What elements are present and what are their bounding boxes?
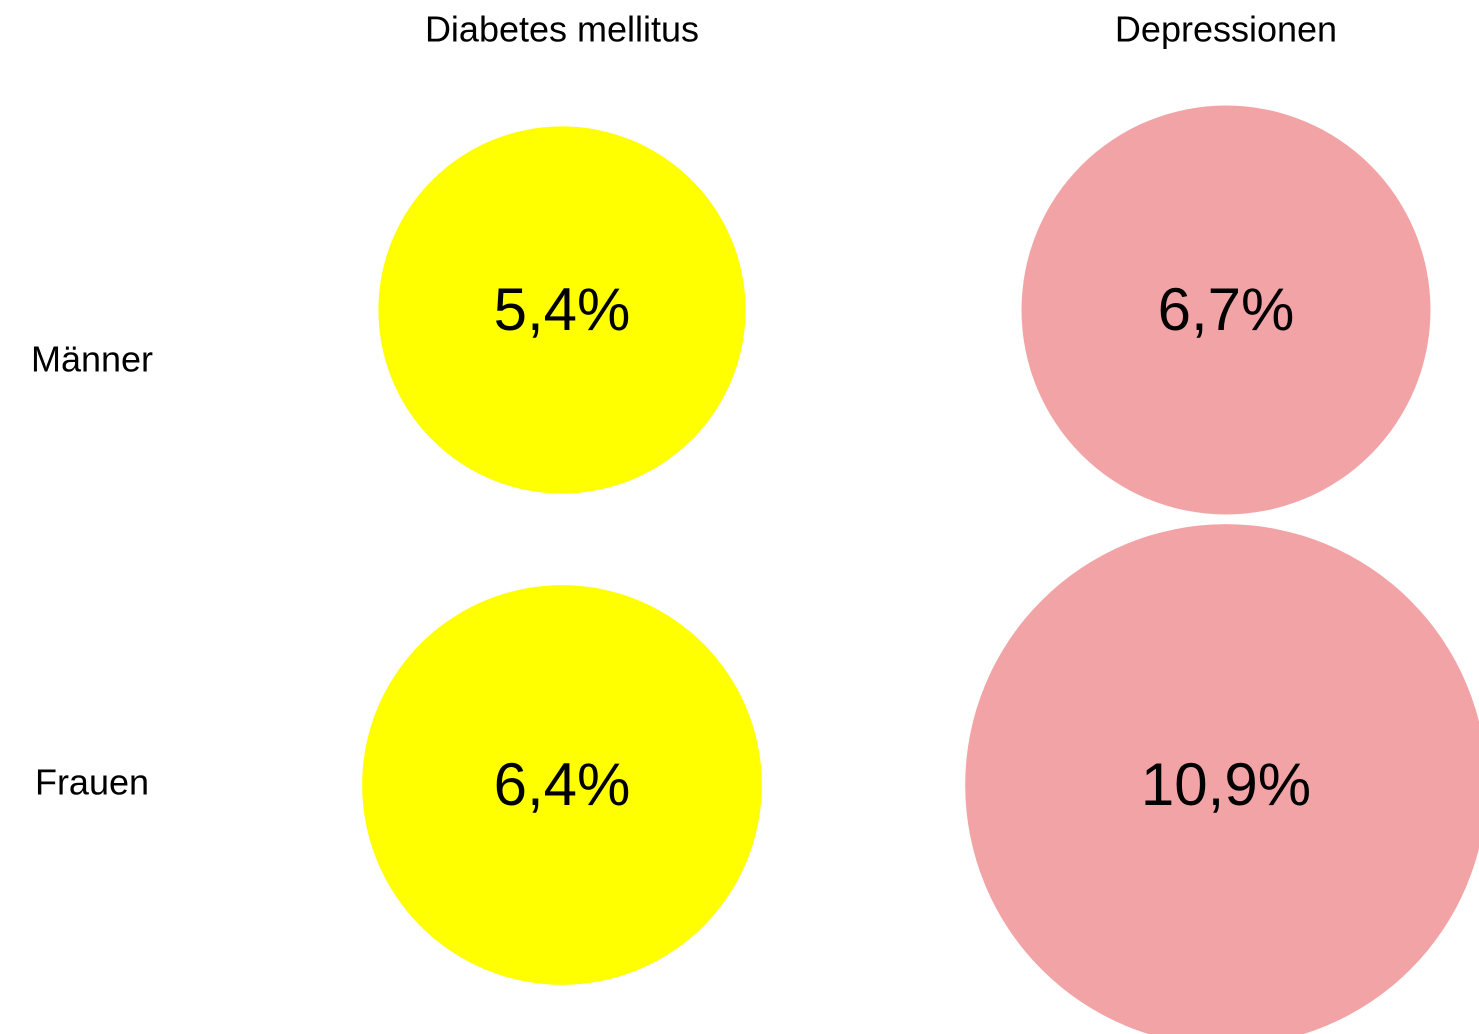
bubble — [1021, 105, 1431, 515]
row-label: Frauen — [35, 762, 149, 803]
value-label: 6,4% — [494, 751, 631, 818]
column-header: Diabetes mellitus — [425, 9, 699, 50]
bubble — [378, 126, 746, 494]
value-label: 10,9% — [1141, 751, 1311, 818]
column-header: Depressionen — [1115, 9, 1337, 50]
value-label: 5,4% — [494, 276, 631, 343]
bubble — [362, 585, 762, 985]
bubble — [965, 524, 1479, 1034]
row-label: Männer — [31, 339, 153, 380]
value-label: 6,7% — [1158, 276, 1295, 343]
